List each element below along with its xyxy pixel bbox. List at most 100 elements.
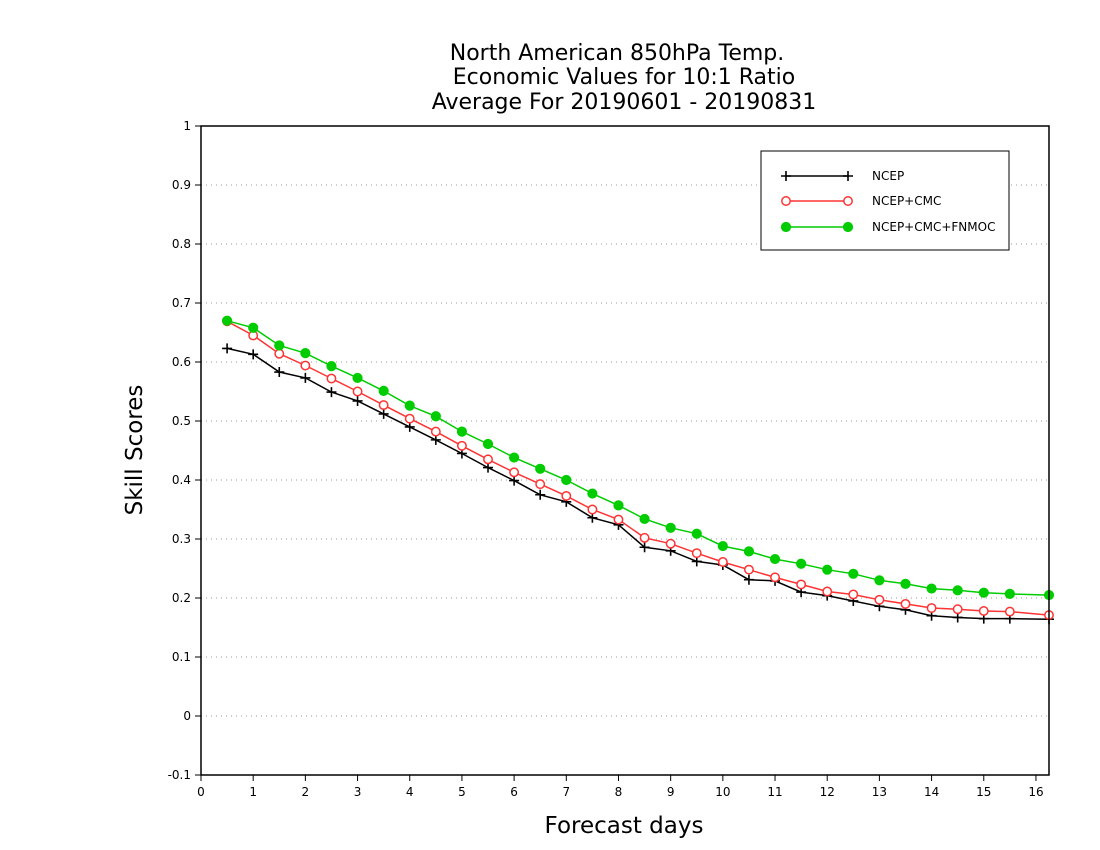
- data-point: [483, 454, 493, 465]
- x-tick-label: 10: [715, 785, 730, 799]
- legend: NCEP NCEP+CMC NCEP+CMC+FNMOC: [760, 150, 1010, 251]
- x-tick-label: 15: [976, 785, 991, 799]
- data-point: [717, 540, 728, 552]
- x-tick-label: 5: [458, 785, 466, 799]
- data-point: [843, 196, 853, 206]
- data-point: [770, 572, 780, 583]
- data-point: [613, 514, 624, 525]
- data-point: [926, 603, 937, 613]
- data-point: [378, 408, 389, 419]
- data-point: [221, 315, 233, 326]
- data-point: [561, 490, 572, 501]
- x-tick-label: 7: [562, 785, 570, 799]
- chart-title-line-1: North American 850hPa Temp.: [450, 41, 785, 66]
- data-point: [535, 479, 546, 490]
- data-point: [430, 411, 441, 422]
- chart-title-line-2: Economic Values for 10:1 Ratio: [453, 65, 795, 90]
- y-tick-label: 0.8: [172, 237, 191, 251]
- data-point: [926, 583, 937, 594]
- data-point: [300, 372, 311, 383]
- data-point: [300, 360, 311, 371]
- x-tick-label: 12: [820, 785, 835, 799]
- data-point: [848, 568, 859, 579]
- data-point: [274, 348, 285, 359]
- data-point: [691, 528, 702, 539]
- x-tick-label: 4: [406, 785, 414, 799]
- data-point: [613, 500, 624, 511]
- data-point: [1004, 588, 1015, 599]
- data-point: [561, 474, 572, 486]
- chart-title-line-3: Average For 20190601 - 20190831: [432, 90, 817, 115]
- data-point: [587, 488, 598, 499]
- y-tick-label: 0.1: [172, 650, 191, 664]
- data-point: [978, 587, 989, 598]
- data-point: [842, 221, 854, 233]
- legend-label: NCEP+CMC: [872, 194, 941, 208]
- data-point: [378, 400, 389, 411]
- x-tick-label: 1: [249, 785, 257, 799]
- data-point: [509, 452, 520, 463]
- x-axis-label: Forecast days: [545, 813, 704, 839]
- y-tick-label: 0.2: [172, 591, 191, 605]
- x-tick-label: 3: [354, 785, 362, 799]
- data-point: [404, 400, 415, 411]
- axes: -0.100.10.20.30.40.50.60.70.80.910 1 2 3 4 5 6…: [168, 119, 1044, 799]
- series-ncep-cmc-fnmoc: [221, 315, 1055, 601]
- data-point: [587, 504, 598, 515]
- x-tick-label: 9: [667, 785, 675, 799]
- data-point: [952, 604, 963, 615]
- data-point: [900, 598, 911, 609]
- x-tick-label: 16: [1028, 785, 1043, 799]
- data-point: [352, 395, 363, 406]
- data-point: [326, 373, 337, 384]
- data-point: [456, 426, 468, 437]
- legend-item: NCEP+CMC+FNMOC: [780, 220, 995, 234]
- y-tick-label: 0: [183, 709, 191, 723]
- data-point: [274, 367, 285, 378]
- y-axis-label: Skill Scores: [122, 385, 148, 516]
- data-point: [378, 385, 389, 397]
- y-tick-label: 1: [183, 119, 191, 133]
- y-tick-label: 0.6: [172, 355, 191, 369]
- y-tick-label: 0.3: [172, 532, 191, 546]
- y-tick-label: 0.9: [172, 178, 191, 192]
- data-point: [430, 426, 441, 437]
- data-point: [848, 589, 859, 600]
- data-point: [665, 522, 676, 533]
- data-point: [352, 372, 363, 384]
- x-tick-label: 8: [615, 785, 623, 799]
- data-point: [796, 558, 807, 569]
- data-point: [743, 574, 754, 585]
- data-point: [796, 579, 807, 590]
- data-point: [352, 386, 363, 397]
- data-point: [781, 171, 791, 181]
- data-point: [222, 343, 233, 354]
- data-point: [874, 575, 885, 586]
- data-point: [535, 489, 546, 500]
- data-point: [248, 322, 259, 333]
- data-point: [535, 463, 546, 474]
- plot-frame: [200, 125, 1050, 776]
- y-tick-label: -0.1: [168, 768, 191, 782]
- data-point: [691, 548, 702, 559]
- data-point: [743, 546, 755, 557]
- data-point: [482, 438, 494, 450]
- x-tick-label: 2: [302, 785, 310, 799]
- data-point: [326, 361, 337, 372]
- y-tick-label: 0.5: [172, 414, 191, 428]
- data-point: [248, 349, 259, 360]
- data-point: [874, 594, 885, 605]
- legend-label: NCEP: [872, 169, 904, 183]
- data-point: [743, 564, 754, 575]
- legend-item: NCEP: [781, 169, 904, 183]
- data-point: [639, 542, 650, 553]
- y-tick-label: 0.7: [172, 296, 191, 310]
- x-tick-label: 13: [872, 785, 887, 799]
- data-point: [326, 387, 337, 398]
- data-point: [822, 586, 833, 597]
- data-point: [952, 585, 963, 596]
- data-point: [1004, 606, 1015, 617]
- data-point: [780, 221, 792, 233]
